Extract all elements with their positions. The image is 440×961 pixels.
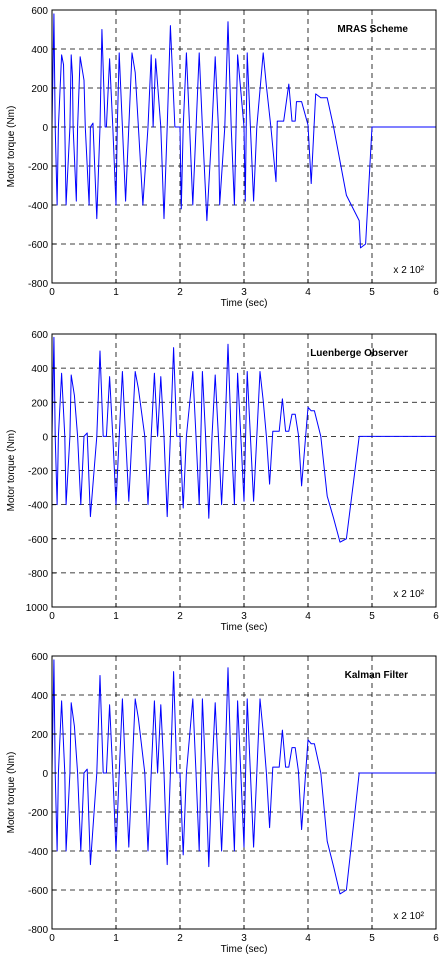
x-tick-label: 5 <box>369 933 375 944</box>
x-tick-label: 5 <box>369 287 375 298</box>
x-tick-label: 2 <box>177 611 183 622</box>
x-axis-label: Time (sec) <box>221 944 268 955</box>
y-tick-label: 0 <box>42 769 48 780</box>
y-tick-label: 400 <box>31 364 48 375</box>
series-line-1 <box>51 336 436 543</box>
y-tick-label: -800 <box>28 279 48 290</box>
x-tick-label: 2 <box>177 287 183 298</box>
y-axis-label: Motor torque (Nm) <box>6 106 17 188</box>
x-tick-label: 3 <box>241 287 247 298</box>
x-tick-label: 2 <box>177 933 183 944</box>
y-tick-label: 0 <box>42 432 48 443</box>
x-tick-label: 4 <box>305 933 311 944</box>
y-tick-label: 0 <box>42 123 48 134</box>
x-tick-label: 3 <box>241 611 247 622</box>
y-tick-label: 400 <box>31 45 48 56</box>
y-tick-label: -400 <box>28 847 48 858</box>
scale-note: x 2 10² <box>393 265 424 276</box>
x-tick-label: 0 <box>49 287 55 298</box>
y-axis-label: Motor torque (Nm) <box>6 430 17 512</box>
x-tick-label: 0 <box>49 611 55 622</box>
y-tick-label: 600 <box>31 6 48 17</box>
y-tick-label: -600 <box>28 886 48 897</box>
y-tick-label: 200 <box>31 398 48 409</box>
y-tick-label: 400 <box>31 691 48 702</box>
x-tick-label: 6 <box>433 611 439 622</box>
x-tick-label: 3 <box>241 933 247 944</box>
x-tick-label: 1 <box>113 611 119 622</box>
series-line-1 <box>51 13 436 249</box>
chart-panel-3: 0 1 2 3 4 5 6 600 400 200 0 -200 -400 -600 -800 Time (s… <box>6 652 439 955</box>
x-tick-label: 1 <box>113 287 119 298</box>
series-line-1 <box>51 659 436 895</box>
y-tick-label: -800 <box>28 569 48 580</box>
x-tick-label: 6 <box>433 287 439 298</box>
x-tick-label: 5 <box>369 611 375 622</box>
y-tick-label: 600 <box>31 652 48 663</box>
y-tick-label: -200 <box>28 808 48 819</box>
x-tick-label: 0 <box>49 933 55 944</box>
x-tick-label: 4 <box>305 611 311 622</box>
x-tick-label: 4 <box>305 287 311 298</box>
x-axis-label: Time (sec) <box>221 298 268 309</box>
y-tick-label: -400 <box>28 501 48 512</box>
chart-title: Kalman Filter <box>345 670 408 681</box>
y-tick-label: 200 <box>31 730 48 741</box>
y-tick-label: -200 <box>28 467 48 478</box>
y-tick-label: -800 <box>28 925 48 936</box>
scale-note: x 2 10² <box>393 589 424 600</box>
chart-panel-2: 0 1 2 3 4 5 6 600 400 200 0 -200 -400 -600 -800 1000 Tim… <box>6 330 439 633</box>
y-tick-label: 200 <box>31 84 48 95</box>
y-tick-label: -400 <box>28 201 48 212</box>
y-tick-label: -600 <box>28 240 48 251</box>
y-tick-label: 1000 <box>26 603 49 614</box>
y-tick-label: -600 <box>28 535 48 546</box>
y-axis-label: Motor torque (Nm) <box>6 752 17 834</box>
y-tick-label: 600 <box>31 330 48 341</box>
chart-title: Luenberge Observer <box>310 348 408 359</box>
chart-panel-1: 0 1 2 3 4 5 6 600 400 200 0 -200 -400 -600 -800 Time (s… <box>6 6 439 309</box>
x-tick-label: 1 <box>113 933 119 944</box>
x-tick-label: 6 <box>433 933 439 944</box>
scale-note: x 2 10² <box>393 911 424 922</box>
x-axis-label: Time (sec) <box>221 622 268 633</box>
chart-title: MRAS Scheme <box>337 24 408 35</box>
y-tick-label: -200 <box>28 162 48 173</box>
